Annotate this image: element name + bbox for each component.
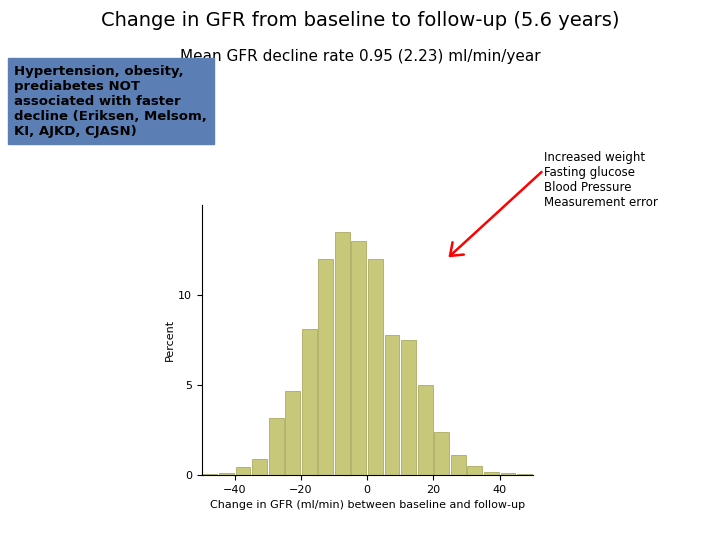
Bar <box>401 340 416 475</box>
Bar <box>269 417 284 475</box>
Bar <box>434 432 449 475</box>
Text: Change in GFR from baseline to follow-up (5.6 years): Change in GFR from baseline to follow-up… <box>101 11 619 30</box>
Bar <box>252 459 267 475</box>
Bar <box>484 471 499 475</box>
Bar <box>384 335 400 475</box>
Text: Mean GFR decline rate 0.95 (2.23) ml/min/year: Mean GFR decline rate 0.95 (2.23) ml/min… <box>180 49 540 64</box>
Bar <box>351 241 366 475</box>
Text: Hypertension, obesity,
prediabetes NOT
associated with faster
decline (Eriksen, : Hypertension, obesity, prediabetes NOT a… <box>14 65 207 138</box>
Bar <box>467 466 482 475</box>
X-axis label: Change in GFR (ml/min) between baseline and follow-up: Change in GFR (ml/min) between baseline … <box>210 501 525 510</box>
Bar <box>285 390 300 475</box>
Bar <box>451 455 466 475</box>
Y-axis label: Percent: Percent <box>165 319 175 361</box>
Bar <box>517 474 532 475</box>
Bar <box>235 467 251 475</box>
Bar <box>302 329 317 475</box>
Bar <box>219 472 234 475</box>
Text: Increased weight
Fasting glucose
Blood Pressure
Measurement error: Increased weight Fasting glucose Blood P… <box>544 151 657 209</box>
Bar <box>418 385 433 475</box>
Bar <box>368 259 383 475</box>
Bar <box>318 259 333 475</box>
Bar <box>202 474 217 475</box>
Bar <box>500 474 516 475</box>
Bar <box>335 232 350 475</box>
